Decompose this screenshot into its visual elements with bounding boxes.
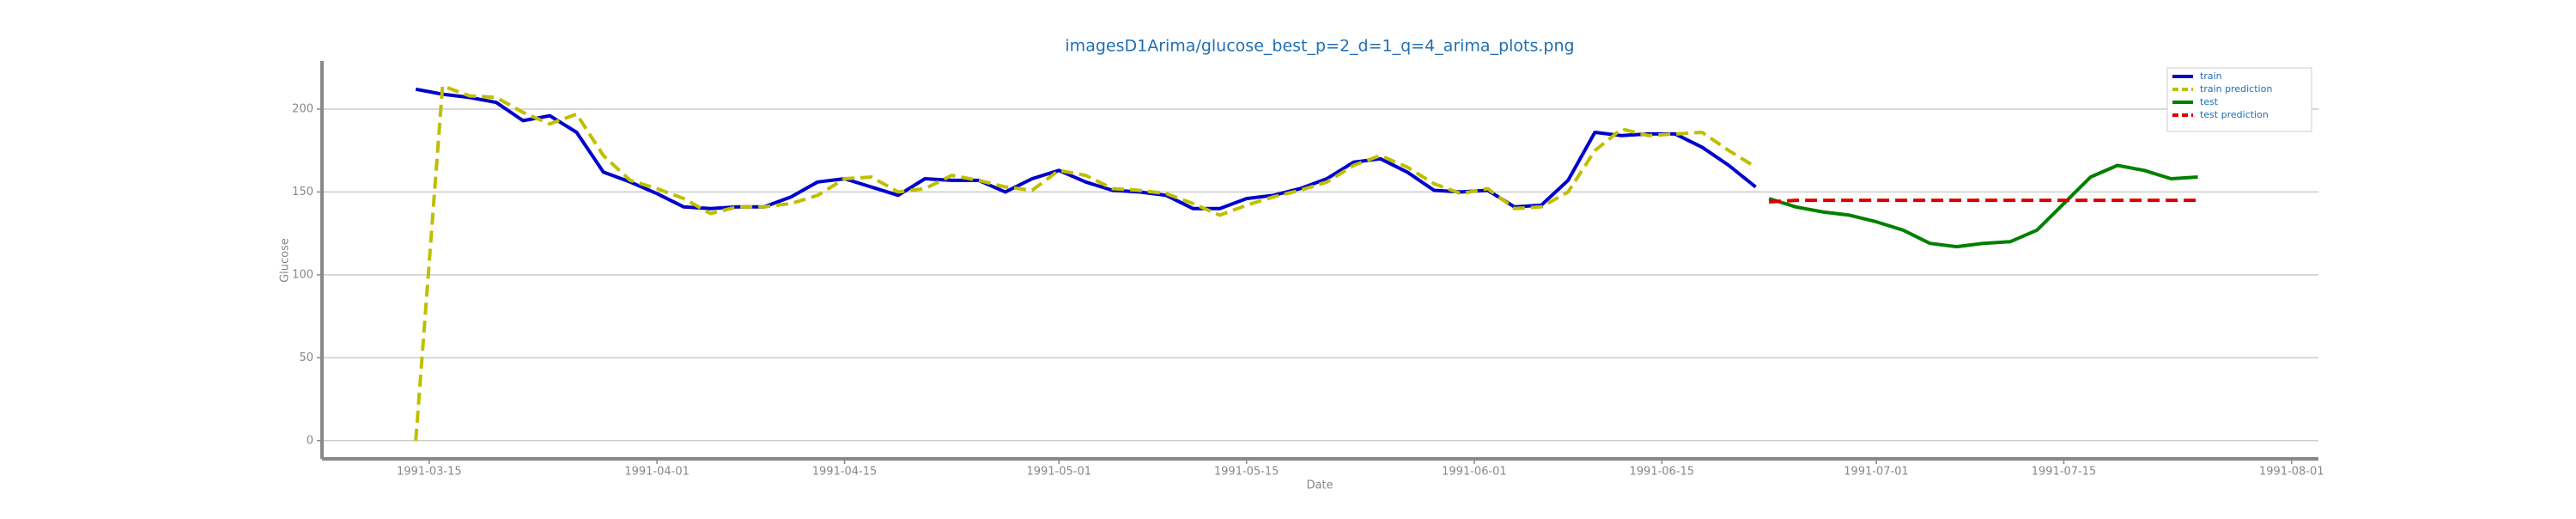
y-tick-label: 50: [299, 351, 313, 364]
x-axis-label: Date: [1306, 479, 1333, 492]
y-tick-label: 150: [292, 186, 313, 198]
x-tick-label: 1991-03-15: [397, 466, 462, 479]
y-tick-label: 100: [292, 268, 313, 281]
series-line: [415, 87, 1757, 211]
y-tick-label: 200: [292, 102, 313, 115]
chart-title: imagesD1Arima/glucose_best_p=2_d=1_q=4_a…: [1065, 37, 1574, 56]
x-tick-label: 1991-07-15: [2032, 466, 2097, 479]
series-line: [414, 83, 1757, 441]
y-axis-label: Glucose: [279, 238, 292, 283]
x-tick-label: 1991-05-01: [1026, 466, 1091, 479]
legend-label: test prediction: [2200, 109, 2269, 120]
x-tick-label: 1991-05-15: [1214, 466, 1279, 479]
legend-box: [2166, 67, 2312, 132]
x-tick-label: 1991-07-01: [1844, 466, 1909, 479]
legend-label: train prediction: [2200, 83, 2272, 95]
x-tick-label: 1991-06-15: [1630, 466, 1695, 479]
x-tick-label: 1991-06-01: [1442, 466, 1507, 479]
series-line: [1768, 163, 2198, 249]
x-tick-label: 1991-04-15: [812, 466, 878, 479]
y-tick-label: 0: [307, 434, 313, 447]
legend-label: test: [2200, 96, 2219, 107]
legend-label: train: [2200, 70, 2222, 82]
x-tick-label: 1991-04-01: [624, 466, 690, 479]
x-tick-label: 1991-08-01: [2259, 466, 2324, 479]
series-line: [1769, 198, 2198, 204]
